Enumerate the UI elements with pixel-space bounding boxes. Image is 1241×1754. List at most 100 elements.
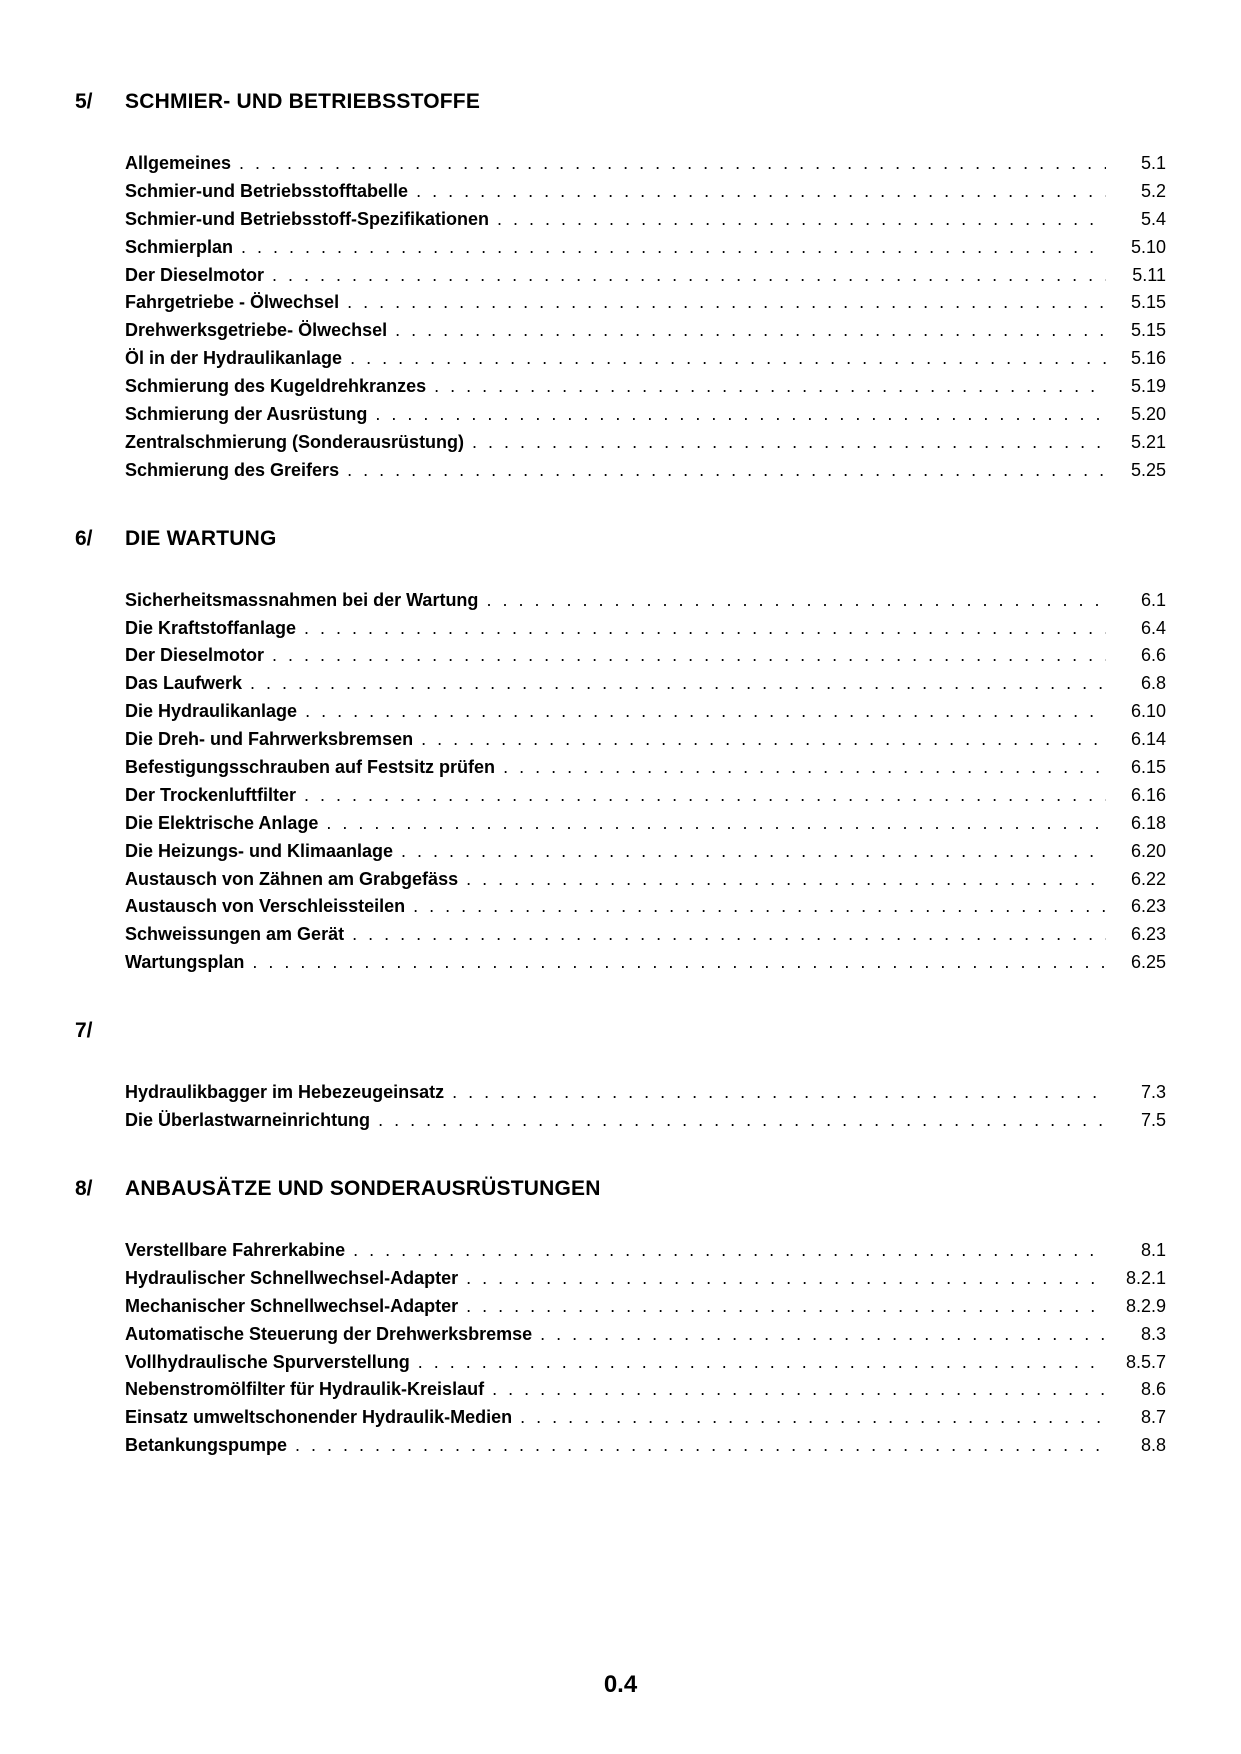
toc-entry-title: Die Hydraulikanlage	[125, 698, 297, 726]
toc-leader-dots	[452, 1079, 1106, 1107]
section-title	[125, 1019, 1166, 1043]
toc-leader-dots	[375, 401, 1106, 429]
toc-entry-page: 5.16	[1114, 345, 1166, 373]
toc-leader-dots	[378, 1107, 1106, 1135]
toc-leader-dots	[395, 317, 1106, 345]
toc-entry-title: Hydraulikbagger im Hebezeugeinsatz	[125, 1079, 444, 1107]
toc-entry-page: 6.6	[1114, 642, 1166, 670]
toc-entry-page: 5.19	[1114, 373, 1166, 401]
toc-entry: Schmier-und Betriebsstoff-Spezifikatione…	[125, 206, 1166, 234]
toc-entry: Der Trockenluftfilter 6.16	[125, 782, 1166, 810]
toc-leader-dots	[239, 150, 1106, 178]
toc-leader-dots	[326, 810, 1106, 838]
toc-section: 6/DIE WARTUNG Sicherheitsmassnahmen bei d…	[75, 527, 1166, 977]
toc-entry: Befestigungsschrauben auf Festsitz prüfe…	[125, 754, 1166, 782]
toc-entry-title: Öl in der Hydraulikanlage	[125, 345, 342, 373]
toc-entry-page: 6.20	[1114, 838, 1166, 866]
toc-leader-dots	[418, 1349, 1106, 1377]
toc-entry: Einsatz umweltschonender Hydraulik-Medie…	[125, 1404, 1166, 1432]
toc-entries: Hydraulikbagger im Hebezeugeinsatz7.3Die…	[125, 1079, 1166, 1135]
toc-entry-title: Die Elektrische Anlage	[125, 810, 318, 838]
toc-entry: Die Elektrische Anlage 6.18	[125, 810, 1166, 838]
toc-leader-dots	[352, 921, 1106, 949]
toc-entry: Schweissungen am Gerät6.23	[125, 921, 1166, 949]
toc-entry-page: 5.11	[1114, 262, 1166, 290]
page-number-footer: 0.4	[0, 1671, 1241, 1699]
toc-leader-dots	[486, 587, 1106, 615]
toc-leader-dots	[347, 457, 1106, 485]
section-number: 5/	[75, 90, 125, 114]
section-header: 5/SCHMIER- UND BETRIEBSSTOFFE	[75, 90, 1166, 114]
table-of-contents: 5/SCHMIER- UND BETRIEBSSTOFFE Allgemeines…	[75, 90, 1166, 1460]
toc-entry-title: Sicherheitsmassnahmen bei der Wartung	[125, 587, 478, 615]
toc-entry-title: Wartungsplan	[125, 949, 244, 977]
section-title: SCHMIER- UND BETRIEBSSTOFFE	[125, 90, 1166, 114]
toc-entry: Austausch von Zähnen am Grabgefäss6.22	[125, 866, 1166, 894]
toc-entry: Betankungspumpe8.8	[125, 1432, 1166, 1460]
toc-entry-title: Einsatz umweltschonender Hydraulik-Medie…	[125, 1404, 512, 1432]
toc-entry-page: 8.2.1	[1114, 1265, 1166, 1293]
toc-leader-dots	[421, 726, 1106, 754]
toc-entry: Fahrgetriebe - Ölwechsel5.15	[125, 289, 1166, 317]
toc-entry: Mechanischer Schnellwechsel-Adapter8.2.9	[125, 1293, 1166, 1321]
toc-entry-page: 7.5	[1114, 1107, 1166, 1135]
toc-leader-dots	[304, 615, 1106, 643]
toc-entry-page: 6.18	[1114, 810, 1166, 838]
toc-leader-dots	[492, 1376, 1106, 1404]
toc-entry-title: Allgemeines	[125, 150, 231, 178]
toc-entry: Die Überlastwarneinrichtung 7.5	[125, 1107, 1166, 1135]
toc-leader-dots	[466, 866, 1106, 894]
toc-entry-page: 8.2.9	[1114, 1293, 1166, 1321]
toc-entry: Die Kraftstoffanlage 6.4	[125, 615, 1166, 643]
toc-entry: Der Dieselmotor6.6	[125, 642, 1166, 670]
toc-entry: Schmierung des Kugeldrehkranzes5.19	[125, 373, 1166, 401]
toc-entry-title: Betankungspumpe	[125, 1432, 287, 1460]
toc-leader-dots	[416, 178, 1106, 206]
toc-entry-title: Die Heizungs- und Klimaanlage	[125, 838, 393, 866]
toc-entry-title: Nebenstromölfilter für Hydraulik-Kreisla…	[125, 1376, 484, 1404]
toc-entry-page: 8.5.7	[1114, 1349, 1166, 1377]
toc-entry-title: Die Dreh- und Fahrwerksbremsen	[125, 726, 413, 754]
toc-entry: Die Heizungs- und Klimaanlage 6.20	[125, 838, 1166, 866]
toc-entry-page: 5.15	[1114, 289, 1166, 317]
toc-entry-page: 6.22	[1114, 866, 1166, 894]
toc-entry-page: 6.16	[1114, 782, 1166, 810]
toc-entry-page: 7.3	[1114, 1079, 1166, 1107]
toc-leader-dots	[241, 234, 1106, 262]
toc-entry-title: Die Überlastwarneinrichtung	[125, 1107, 370, 1135]
toc-entry: Austausch von Verschleissteilen6.23	[125, 893, 1166, 921]
toc-entry-page: 6.4	[1114, 615, 1166, 643]
toc-section: 7/Hydraulikbagger im Hebezeugeinsatz7.3D…	[75, 1019, 1166, 1135]
toc-entry-page: 6.15	[1114, 754, 1166, 782]
toc-entry-page: 8.6	[1114, 1376, 1166, 1404]
toc-leader-dots	[250, 670, 1106, 698]
toc-entry: Hydraulikbagger im Hebezeugeinsatz 7.3	[125, 1079, 1166, 1107]
toc-entry-title: Befestigungsschrauben auf Festsitz prüfe…	[125, 754, 495, 782]
toc-entry-title: Der Dieselmotor	[125, 262, 264, 290]
section-header: 6/DIE WARTUNG	[75, 527, 1166, 551]
toc-entry-title: Schmierplan	[125, 234, 233, 262]
toc-entry: Nebenstromölfilter für Hydraulik-Kreisla…	[125, 1376, 1166, 1404]
toc-entry-page: 6.25	[1114, 949, 1166, 977]
toc-leader-dots	[472, 429, 1106, 457]
toc-entry: Drehwerksgetriebe- Ölwechsel5.15	[125, 317, 1166, 345]
toc-leader-dots	[295, 1432, 1106, 1460]
toc-entry-page: 6.14	[1114, 726, 1166, 754]
toc-entry-title: Drehwerksgetriebe- Ölwechsel	[125, 317, 387, 345]
toc-entry-page: 6.23	[1114, 893, 1166, 921]
toc-entry-page: 6.10	[1114, 698, 1166, 726]
toc-entries: Allgemeines5.1Schmier-und Betriebsstofft…	[125, 150, 1166, 485]
toc-leader-dots	[540, 1321, 1106, 1349]
toc-entry-title: Der Trockenluftfilter	[125, 782, 296, 810]
toc-entry-page: 8.7	[1114, 1404, 1166, 1432]
toc-entry: Vollhydraulische Spurverstellung8.5.7	[125, 1349, 1166, 1377]
toc-entry: Hydraulischer Schnellwechsel-Adapter8.2.…	[125, 1265, 1166, 1293]
toc-entry-title: Zentralschmierung (Sonderausrüstung)	[125, 429, 464, 457]
section-title: ANBAUSÄTZE UND SONDERAUSRÜSTUNGEN	[125, 1177, 1166, 1201]
toc-entry-title: Schmier-und Betriebsstoff-Spezifikatione…	[125, 206, 489, 234]
section-header: 8/ANBAUSÄTZE UND SONDERAUSRÜSTUNGEN	[75, 1177, 1166, 1201]
toc-entry: Zentralschmierung (Sonderausrüstung)5.21	[125, 429, 1166, 457]
toc-entry: Öl in der Hydraulikanlage 5.16	[125, 345, 1166, 373]
toc-entry-page: 6.1	[1114, 587, 1166, 615]
toc-entry-title: Die Kraftstoffanlage	[125, 615, 296, 643]
